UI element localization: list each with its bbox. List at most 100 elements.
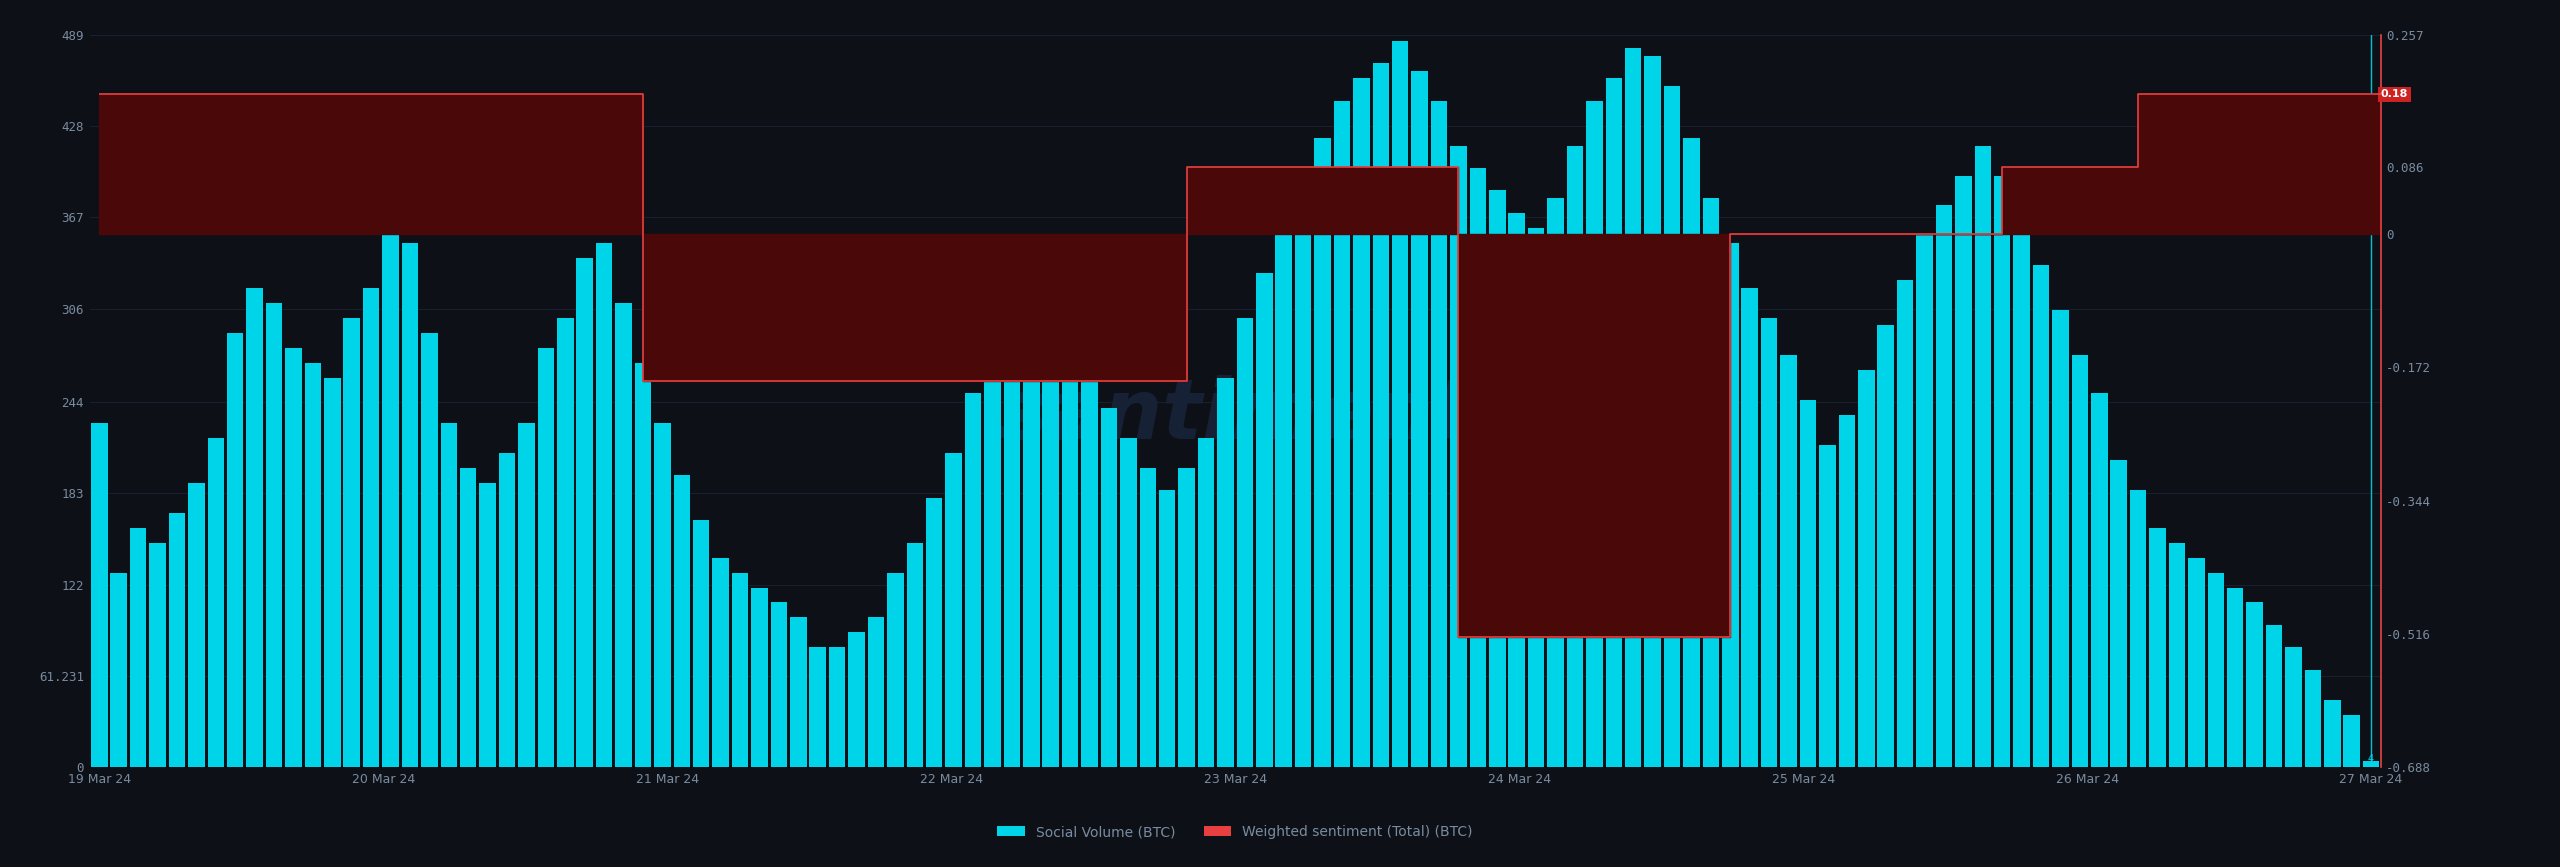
Bar [1121, 438, 1137, 767]
Text: 0.18: 0.18 [2381, 89, 2409, 100]
Bar [2168, 543, 2186, 767]
Text: santiment: santiment [996, 375, 1475, 456]
Bar [169, 512, 184, 767]
Bar [1974, 146, 1992, 767]
Bar [1546, 198, 1564, 767]
Bar [1295, 183, 1311, 767]
Bar [364, 288, 379, 767]
Bar [1956, 175, 1971, 767]
Bar [694, 520, 709, 767]
Bar [266, 303, 282, 767]
Bar [2150, 528, 2166, 767]
Bar [1644, 55, 1661, 767]
Bar [1800, 401, 1815, 767]
Bar [422, 333, 438, 767]
Bar [92, 423, 108, 767]
Bar [1490, 191, 1505, 767]
Bar [1080, 362, 1098, 767]
Bar [2324, 700, 2340, 767]
Bar [614, 303, 632, 767]
Bar [402, 243, 417, 767]
Bar [325, 378, 340, 767]
Bar [1605, 78, 1623, 767]
Bar [1897, 280, 1912, 767]
Bar [1024, 303, 1039, 767]
Bar [2227, 588, 2243, 767]
Bar [965, 393, 980, 767]
Bar [1431, 101, 1446, 767]
Bar [187, 483, 205, 767]
Bar [1702, 198, 1720, 767]
Bar [1508, 213, 1526, 767]
Bar [809, 648, 827, 767]
Bar [1411, 70, 1428, 767]
Bar [2053, 310, 2068, 767]
Bar [2363, 761, 2378, 767]
Bar [945, 453, 963, 767]
Bar [461, 467, 476, 767]
Bar [1469, 168, 1487, 767]
Bar [131, 528, 146, 767]
Bar [888, 572, 904, 767]
Bar [343, 318, 361, 767]
Bar [1528, 228, 1544, 767]
Bar [284, 348, 302, 767]
Bar [1354, 78, 1370, 767]
Bar [1626, 49, 1641, 767]
Text: 4: 4 [2368, 754, 2373, 765]
Bar [596, 243, 612, 767]
Bar [1587, 101, 1603, 767]
Bar [538, 348, 553, 767]
Bar [927, 498, 942, 767]
Bar [2071, 355, 2089, 767]
Bar [1275, 228, 1293, 767]
Bar [771, 603, 786, 767]
Bar [1838, 415, 1856, 767]
Bar [517, 423, 535, 767]
Bar [558, 318, 573, 767]
Bar [791, 617, 806, 767]
Bar [1042, 310, 1060, 767]
Bar [868, 617, 883, 767]
Bar [1160, 490, 1175, 767]
Bar [1216, 378, 1234, 767]
Bar [2342, 715, 2360, 767]
Bar [847, 632, 865, 767]
Bar [1567, 146, 1582, 767]
Bar [2033, 265, 2048, 767]
Legend: Social Volume (BTC), Weighted sentiment (Total) (BTC): Social Volume (BTC), Weighted sentiment … [991, 819, 1480, 844]
Bar [983, 362, 1001, 767]
Bar [2245, 603, 2263, 767]
Bar [1313, 138, 1331, 767]
Bar [228, 333, 243, 767]
Bar [1876, 325, 1894, 767]
Bar [1372, 63, 1390, 767]
Bar [1917, 236, 1933, 767]
Bar [2130, 490, 2145, 767]
Bar [2092, 393, 2107, 767]
Bar [1994, 175, 2010, 767]
Bar [1761, 318, 1777, 767]
Bar [207, 438, 225, 767]
Bar [1664, 86, 1679, 767]
Bar [1101, 407, 1116, 767]
Bar [2286, 648, 2301, 767]
Bar [1935, 205, 1953, 767]
Bar [1178, 467, 1196, 767]
Bar [2109, 460, 2127, 767]
Bar [1859, 370, 1874, 767]
Bar [1393, 41, 1408, 767]
Bar [1779, 355, 1797, 767]
Bar [1741, 288, 1759, 767]
Bar [1334, 101, 1349, 767]
Bar [655, 423, 671, 767]
Bar [246, 288, 264, 767]
Bar [499, 453, 515, 767]
Bar [1723, 243, 1738, 767]
Bar [576, 257, 594, 767]
Bar [305, 362, 320, 767]
Bar [1139, 467, 1157, 767]
Bar [1820, 445, 1836, 767]
Bar [1236, 318, 1254, 767]
Bar [1257, 273, 1272, 767]
